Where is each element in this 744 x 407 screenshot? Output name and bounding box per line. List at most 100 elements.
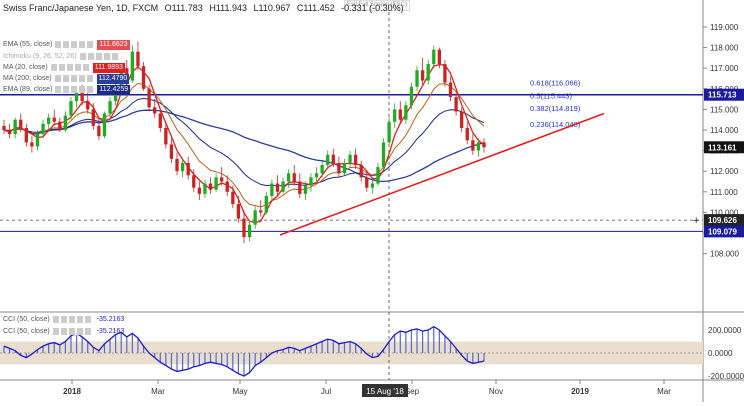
- price-axis-label: 114.000: [710, 126, 739, 135]
- indicator-cci-2[interactable]: CCI (50, close) -35.2163: [3, 327, 126, 337]
- candle-body: [326, 154, 330, 166]
- candle-body: [24, 127, 28, 143]
- candle-body: [309, 177, 313, 186]
- fib-level-label: 0.618(116.066): [530, 78, 581, 87]
- candle-body: [46, 117, 51, 124]
- indicator-controls[interactable]: [50, 63, 89, 71]
- price-tag-bg: [704, 225, 744, 238]
- candle-body: [19, 119, 23, 128]
- indicator-ichimoku[interactable]: Ichimoku (9, 26, 52, 26): [3, 52, 118, 62]
- price-axis-label: 119.000: [710, 23, 739, 32]
- candle-body: [448, 82, 453, 98]
- price-tag: 109.626: [708, 216, 737, 225]
- candle-body: [376, 167, 380, 184]
- indicator-label: CCI (50, close): [3, 316, 50, 323]
- candle-body: [259, 210, 263, 213]
- candle-body: [432, 49, 436, 65]
- crosshair-plus-icon: +: [693, 215, 699, 227]
- trendline: [279, 112, 605, 236]
- candle-body: [130, 51, 135, 81]
- indicator-controls[interactable]: [54, 74, 93, 82]
- candle-body: [192, 175, 196, 188]
- candle-body: [298, 181, 302, 194]
- candle-body: [214, 177, 218, 190]
- cci-axis-label: 200.0000: [708, 326, 742, 335]
- price-axis-label: 115.000: [710, 105, 739, 114]
- exit-fullscreen-button[interactable]: Exit Full Screen (ESC): [344, 0, 410, 11]
- time-axis-label: 2018: [63, 387, 81, 396]
- candle-body: [409, 86, 414, 106]
- candle-body: [203, 183, 207, 194]
- indicator-cci-1[interactable]: CCI (50, close) -35.2163: [3, 315, 126, 325]
- indicator-controls[interactable]: [52, 315, 91, 323]
- indicator-value: -35.2163: [96, 316, 125, 323]
- indicator-controls[interactable]: [55, 85, 94, 93]
- candle-body: [69, 101, 73, 116]
- time-axis-label: Jul: [321, 387, 331, 396]
- candle-body: [141, 66, 146, 89]
- candle-body: [398, 109, 402, 120]
- cci-axis-label: 0.0000: [708, 349, 733, 358]
- candle-body: [13, 119, 17, 135]
- ohlc-open: O111.783: [164, 3, 203, 13]
- candle-body: [348, 154, 352, 163]
- indicator-ma200[interactable]: MA (200, close) 112.4790: [3, 74, 130, 84]
- indicator-value: 111.6623: [97, 40, 130, 50]
- indicator-value: 111.9893: [92, 63, 125, 73]
- candle-body: [242, 218, 246, 238]
- candle-body: [443, 64, 447, 83]
- candle-body: [381, 142, 386, 168]
- ma200-line: [3, 109, 485, 183]
- candle-body: [404, 105, 408, 120]
- candle-body: [91, 109, 95, 126]
- price-axis-label: 112.000: [710, 167, 739, 176]
- indicator-ema55[interactable]: EMA (55, close) 111.6623: [3, 40, 130, 50]
- candle-body: [74, 92, 79, 102]
- candle-body: [359, 165, 363, 178]
- candle-body: [86, 101, 90, 110]
- candle-body: [264, 195, 268, 213]
- ohlc-low: L110.967: [253, 3, 291, 13]
- ema55-line: [3, 82, 485, 208]
- indicator-controls[interactable]: [52, 327, 91, 335]
- candle-body: [158, 113, 162, 128]
- time-axis-label: 2019: [571, 387, 589, 396]
- candle-body: [393, 109, 397, 122]
- time-axis-label: May: [232, 387, 247, 396]
- indicator-label: Ichimoku (9, 26, 52, 26): [3, 53, 77, 60]
- indicator-label: EMA (89, close): [3, 86, 53, 93]
- price-axis-label: 118.000: [710, 44, 739, 53]
- candle-body: [153, 107, 157, 114]
- indicator-label: EMA (55, close): [3, 41, 53, 48]
- candle-body: [387, 121, 391, 143]
- candle-body: [353, 154, 358, 166]
- ohlc-change: -0.331 (-0.30%): [341, 3, 404, 13]
- candle-body: [303, 185, 308, 194]
- price-tag-bg: [704, 141, 744, 154]
- cci-line: [3, 325, 485, 377]
- indicator-ema89[interactable]: EMA (89, close) 112.4259: [3, 85, 131, 95]
- candle-body: [281, 181, 285, 192]
- indicator-controls[interactable]: [79, 52, 118, 60]
- indicator-ma20[interactable]: MA (20, close) 111.9893: [3, 63, 125, 73]
- time-axis-label: Sep: [405, 387, 420, 396]
- time-axis-label: Mar: [657, 387, 671, 396]
- candle-body: [476, 142, 481, 151]
- fib-level-label: 0.382(114.819): [530, 104, 581, 113]
- candle-body: [220, 177, 224, 182]
- price-tag-bg: [704, 214, 744, 227]
- candle-body: [236, 204, 241, 219]
- candle-body: [337, 162, 341, 174]
- fib-level-label: 0.236(114.048): [530, 120, 581, 129]
- indicator-value: 112.4259: [97, 85, 131, 95]
- candle-body: [247, 224, 252, 238]
- candle-body: [253, 210, 257, 225]
- candle-body: [186, 162, 190, 176]
- candle-body: [426, 64, 430, 81]
- candle-body: [208, 183, 213, 190]
- price-tag-bg: [704, 88, 744, 101]
- candle-body: [314, 173, 319, 178]
- indicator-controls[interactable]: [55, 40, 94, 48]
- candle-body: [225, 181, 229, 192]
